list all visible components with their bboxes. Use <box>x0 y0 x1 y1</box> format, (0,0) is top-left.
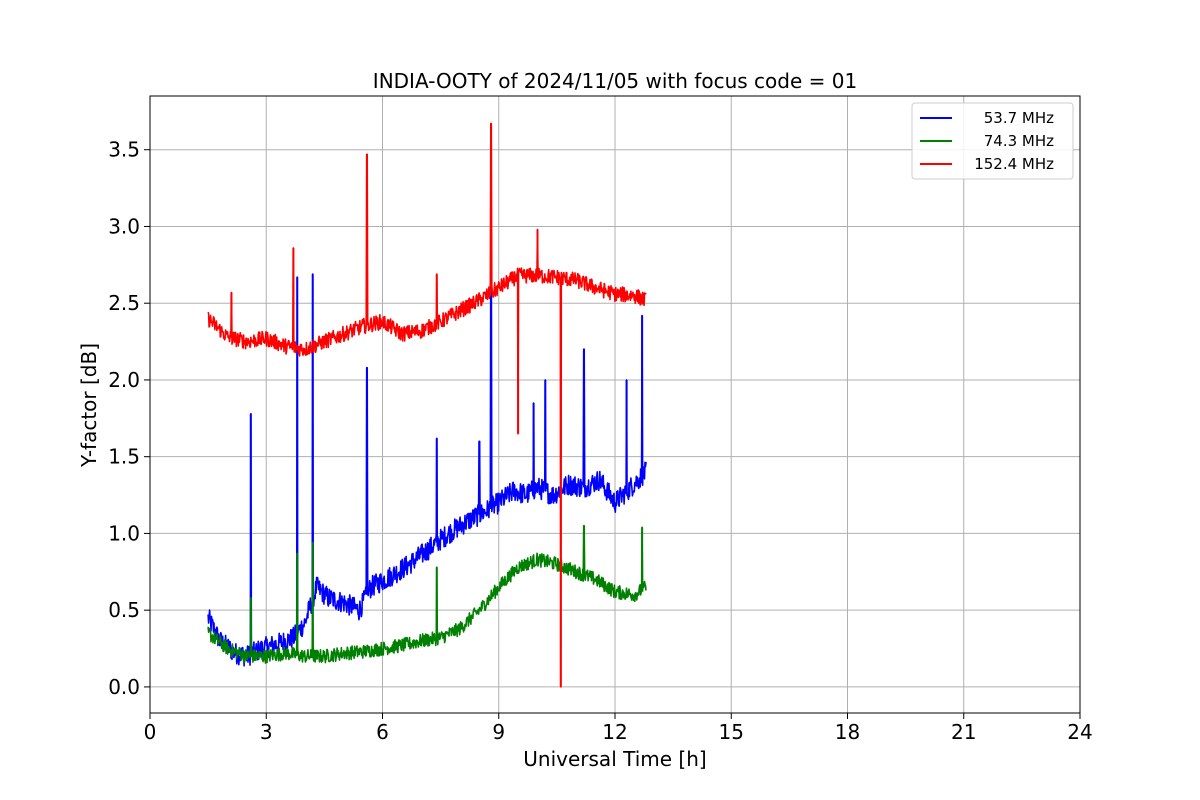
legend: 53.7 MHz 74.3 MHz 152.4 MHz <box>911 102 1074 180</box>
y-tick-label: 2.5 <box>108 291 140 315</box>
y-tick-label: 1.5 <box>108 445 140 469</box>
legend-frame <box>911 102 1074 180</box>
series-3 <box>207 122 647 688</box>
legend-entry: 53.7 MHz <box>984 109 1054 127</box>
series-1 <box>207 233 647 667</box>
series-2 <box>207 525 647 664</box>
y-tick-label: 1.0 <box>108 521 140 545</box>
tick-layer: 0 3 6 9 12 15 18 21 24 0.0 0.5 1.0 1.5 2.0 2.5 3.0 3.5 <box>108 138 1093 744</box>
series-layer <box>207 122 647 688</box>
grid <box>149 96 1081 713</box>
y-tick-label: 2.0 <box>108 368 140 392</box>
series-line <box>207 122 647 688</box>
x-tick-label: 3 <box>260 720 273 744</box>
legend-entry: 74.3 MHz <box>984 132 1054 150</box>
x-tick-label: 6 <box>376 720 389 744</box>
y-tick-label: 3.0 <box>108 214 140 238</box>
x-tick-label: 21 <box>951 720 976 744</box>
chart-title: INDIA-OOTY of 2024/11/05 with focus code… <box>373 69 857 93</box>
y-tick-label: 0.0 <box>108 675 140 699</box>
x-axis-label: Universal Time [h] <box>523 747 706 771</box>
series-line <box>207 233 647 667</box>
y-axis-label: Y-factor [dB] <box>77 343 101 468</box>
y-tick-label: 3.5 <box>108 138 140 162</box>
legend-entry: 152.4 MHz <box>974 155 1054 173</box>
x-tick-label: 0 <box>144 720 157 744</box>
x-tick-label: 9 <box>492 720 505 744</box>
series-line <box>207 525 647 664</box>
y-tick-label: 0.5 <box>108 598 140 622</box>
x-tick-label: 18 <box>835 720 860 744</box>
x-tick-label: 24 <box>1067 720 1092 744</box>
x-tick-label: 12 <box>602 720 627 744</box>
x-tick-label: 15 <box>719 720 744 744</box>
